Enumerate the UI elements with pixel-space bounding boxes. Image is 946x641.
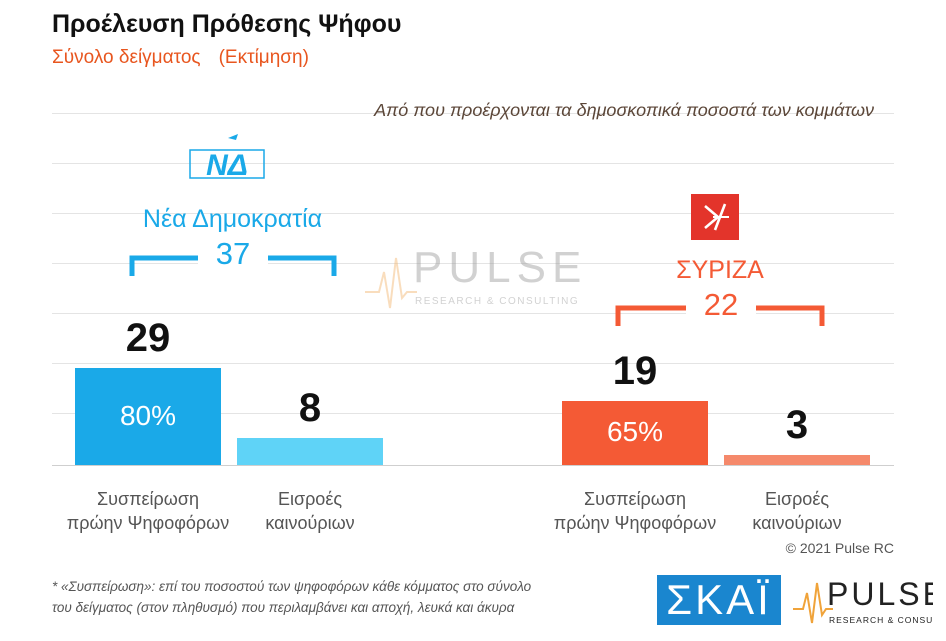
category-label-line: πρώην Ψηφοφόρων [553,513,717,533]
grid-line [52,113,894,114]
category-label-line: Συσπείρωση [584,489,686,509]
watermark-brand: PULSE [413,243,587,292]
chart-question: Από που προέρχονται τα δημοσκοπικά ποσοσ… [374,100,874,120]
grid-line [52,163,894,164]
grid-line [52,213,894,214]
bar-value-label: 3 [785,403,809,447]
party-name-nd: Νέα Δημοκρατία [142,205,323,233]
subtitle-sample: Σύνολο δείγματος [52,47,201,68]
category-label-line: καινούριων [752,513,842,533]
category-label-line: καινούριων [265,513,355,533]
skai-logo: ΣΚΑΪ [657,575,781,625]
syriza-total-value: 22 [686,287,756,323]
nd-total-value: 37 [198,236,268,272]
category-label-line: πρώην Ψηφοφόρων [66,513,230,533]
pulse-logo-tagline: RESEARCH & CONSULTING [829,615,933,625]
category-label: Εισροές καινούριων [704,487,890,535]
chart-subtitle: Σύνολο δείγματος (Εκτίμηση) [52,47,309,69]
bar-value-label: 8 [298,386,322,430]
nd-logo-text: ΝΔ [206,149,248,182]
nd-logo-icon: ΝΔ [189,134,265,182]
bar-inner-label: 65% [606,416,664,447]
footnote-line-2: του δείγματος (στον πληθυσμό) που περιλα… [52,600,515,615]
pulse-logo-text: PULSE [827,576,933,612]
grid-line [52,363,894,364]
pulse-logo: PULSE RESEARCH & CONSULTING [793,576,933,625]
category-label: Συσπείρωση πρώην Ψηφοφόρων [542,487,728,535]
subtitle-estimate: (Εκτίμηση) [218,47,309,68]
bar-syriza-retention [562,401,708,465]
chart-baseline [52,465,894,466]
bar-value-label: 29 [125,316,171,360]
footnote-line-1: * «Συσπείρωση»: επί του ποσοστού των ψηφ… [52,579,532,594]
pulse-watermark: PULSE RESEARCH & CONSULTING [365,243,587,309]
grid-line [52,313,894,314]
bar-nd-retention [75,368,221,465]
footnote: * «Συσπείρωση»: επί του ποσοστού των ψηφ… [52,576,531,618]
bar-inner-label: 80% [119,399,177,431]
category-label: Εισροές καινούριων [217,487,403,535]
category-label: Συσπείρωση πρώην Ψηφοφόρων [55,487,241,535]
category-label-line: Εισροές [277,489,343,509]
bar-nd-inflow [237,438,383,465]
grid-line [52,263,894,264]
grid-line [52,413,894,414]
chart-title: Προέλευση Πρόθεσης Ψήφου [52,10,402,38]
party-name-syriza: ΣΥΡΙΖΑ [676,256,764,284]
watermark-tagline: RESEARCH & CONSULTING [415,296,579,307]
category-label-line: Εισροές [764,489,830,509]
copyright-text: © 2021 Pulse RC [785,540,894,556]
bar-syriza-inflow [724,455,870,465]
syriza-logo-icon [691,194,739,240]
bar-value-label: 19 [612,349,658,393]
category-label-line: Συσπείρωση [97,489,199,509]
